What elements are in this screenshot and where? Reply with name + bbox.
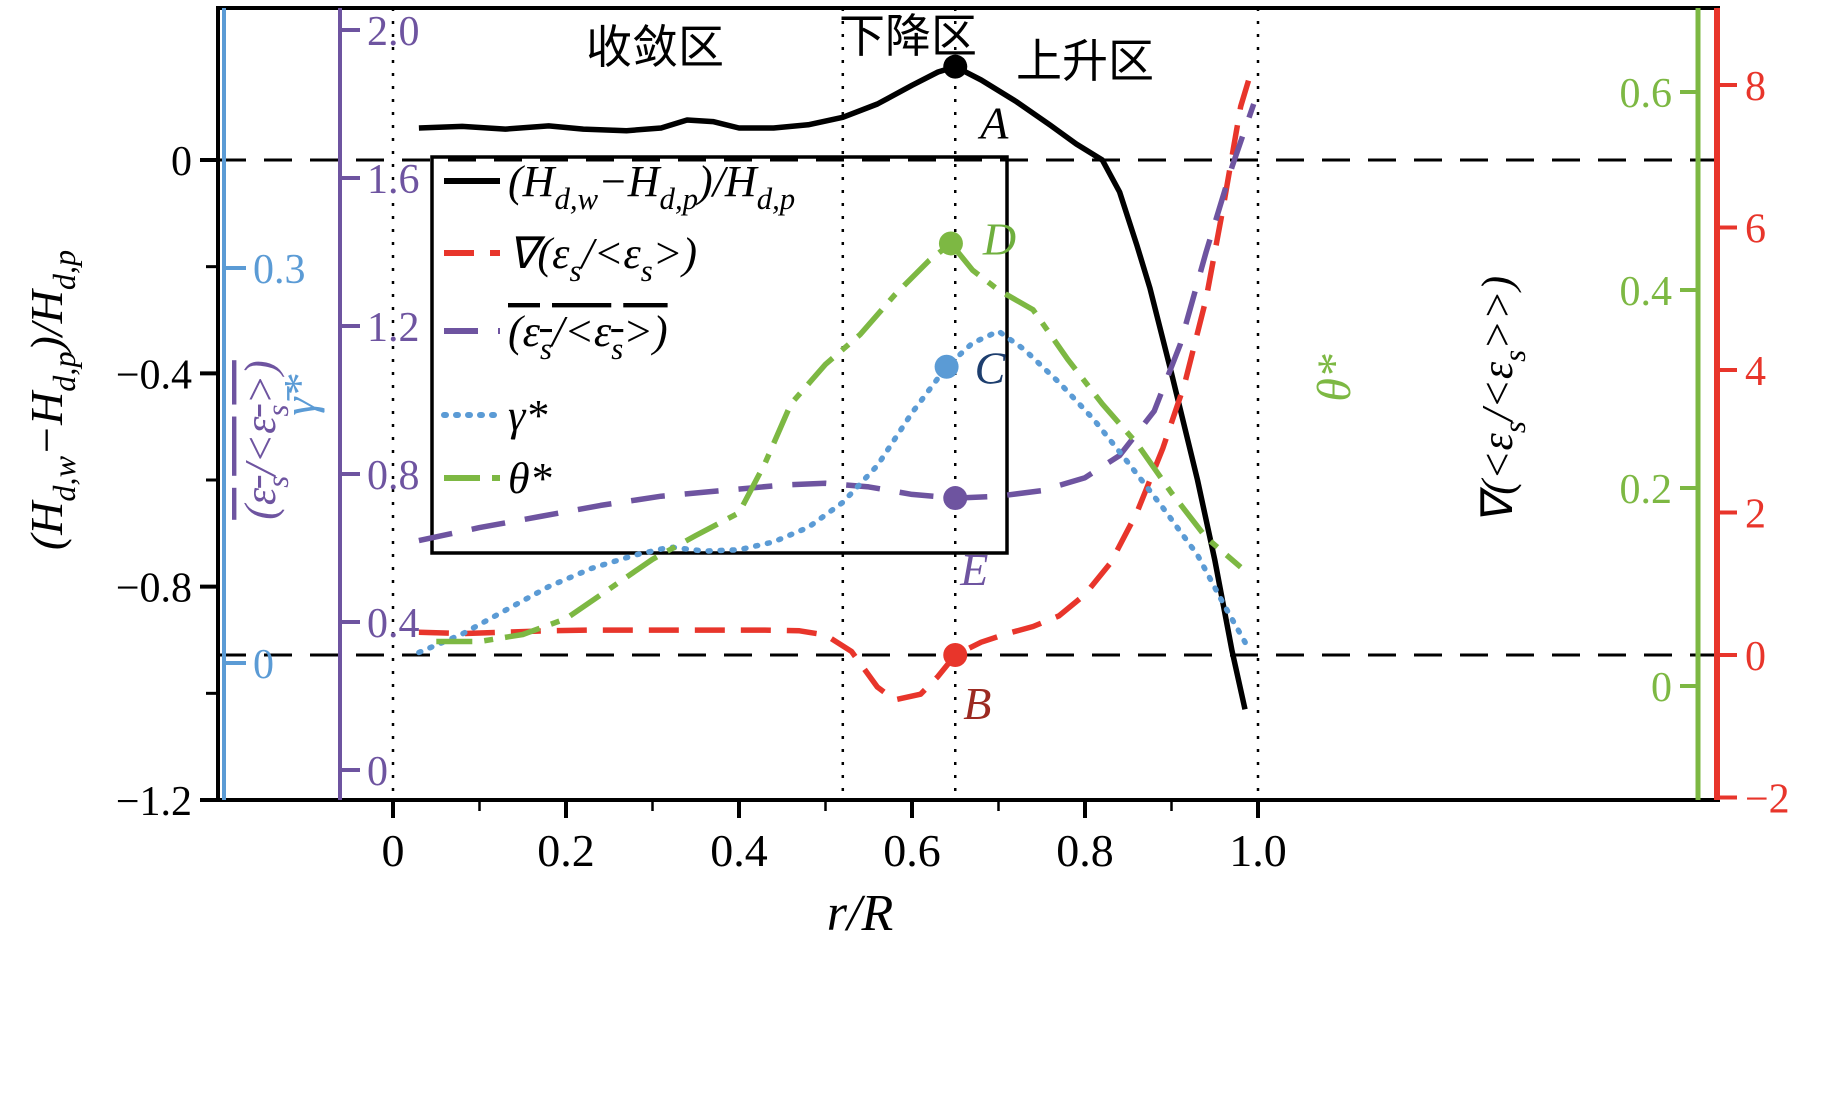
legend-label: γ*	[508, 391, 547, 440]
purple_left-tick-label: 0.4	[367, 601, 420, 647]
series-dash-dot	[436, 240, 1243, 645]
x-tick-label: 0.8	[1056, 825, 1114, 876]
purple_left-tick-label: 0.8	[367, 453, 420, 499]
x-tick-label: 0	[382, 825, 405, 876]
blue_left-tick-label: 0.3	[253, 247, 306, 293]
black_left-tick-label: −0.8	[116, 566, 192, 612]
region-label-descending: 下降区	[839, 9, 977, 63]
purple_left-tick-label: 2.0	[367, 9, 420, 55]
point-A-dot	[943, 54, 968, 79]
region-label-convergence: 收敛区	[586, 20, 724, 74]
point-D-dot	[938, 231, 963, 256]
left-blue-axis-title: γ̄*	[274, 374, 325, 415]
green_right-tick-label: 0.4	[1620, 269, 1673, 315]
marked-points-layer: A B C D E	[934, 54, 1016, 729]
red_right-tick-label: 8	[1745, 64, 1766, 110]
x-tick-label: 0.2	[537, 825, 595, 876]
blue_left-tick-label: 0	[253, 642, 274, 688]
point-D-label: D	[982, 213, 1016, 264]
point-E-dot	[943, 486, 968, 511]
purple_left-tick-label: 1.6	[367, 157, 420, 203]
point-A-label: A	[977, 98, 1009, 149]
series-solid	[418, 63, 1248, 710]
region-label-ascending: 上升区	[1016, 34, 1154, 88]
point-E-label: E	[959, 544, 988, 595]
purple_left-tick-label: 0	[367, 749, 388, 795]
red_right-tick-label: −2	[1745, 777, 1790, 823]
legend-label: ∇(εs/<εs>)	[508, 229, 697, 288]
red_right-tick-label: 2	[1745, 492, 1766, 538]
green_right-tick-label: 0.6	[1620, 71, 1673, 117]
data-series-layer	[416, 63, 1257, 710]
x-tick-label: 0.4	[710, 825, 768, 876]
x-tick-label: 1.0	[1229, 825, 1287, 876]
point-C-label: C	[975, 343, 1007, 394]
point-B-dot	[943, 643, 968, 667]
axes-layer: 0 −0.4 −0.8 −1.2 0.3 0 2.0 1.6 1.2 0.8 0.4 0 0.6 0.4 0…	[116, 8, 1790, 876]
series-dashed	[418, 77, 1252, 703]
legend: (Hd,w−Hd,p)/Hd,p ∇(εs/<εs>) (εs/<εs>) γ* θ*	[430, 155, 1009, 555]
left-purple-axis-title: (εs/<εs>)	[236, 360, 295, 520]
point-B-label: B	[963, 678, 991, 729]
right-nabla-axis-title: ∇(<εs/<εs>>)	[1473, 276, 1532, 524]
reference-lines	[218, 8, 1718, 800]
black_left-tick-label: 0	[171, 139, 192, 185]
legend-label: (Hd,w−Hd,p)/Hd,p	[508, 157, 795, 216]
point-C-dot	[934, 354, 959, 379]
left-black-axis-title: (Hd,w−Hd,p)/Hd,p	[21, 250, 82, 550]
legend-box	[430, 155, 1009, 555]
black_left-tick-label: −0.4	[116, 352, 192, 398]
black_left-tick-label: −1.2	[116, 779, 192, 825]
legend-label: θ*	[508, 454, 552, 503]
x-tick-label: 0.6	[883, 825, 941, 876]
red_right-tick-label: 4	[1745, 349, 1766, 395]
red_right-tick-label: 6	[1745, 207, 1766, 253]
legend-label: (εs/<εs>)	[508, 307, 668, 366]
x-axis-title: r/R	[827, 885, 893, 942]
series-long-dashed	[418, 103, 1257, 544]
series-dotted	[416, 328, 1253, 656]
red_right-tick-label: 0	[1745, 634, 1766, 680]
green_right-tick-label: 0	[1651, 665, 1672, 711]
purple_left-tick-label: 1.2	[367, 305, 420, 351]
green_right-tick-label: 0.2	[1620, 467, 1673, 513]
right-green-axis-title: θ*	[1308, 354, 1361, 402]
